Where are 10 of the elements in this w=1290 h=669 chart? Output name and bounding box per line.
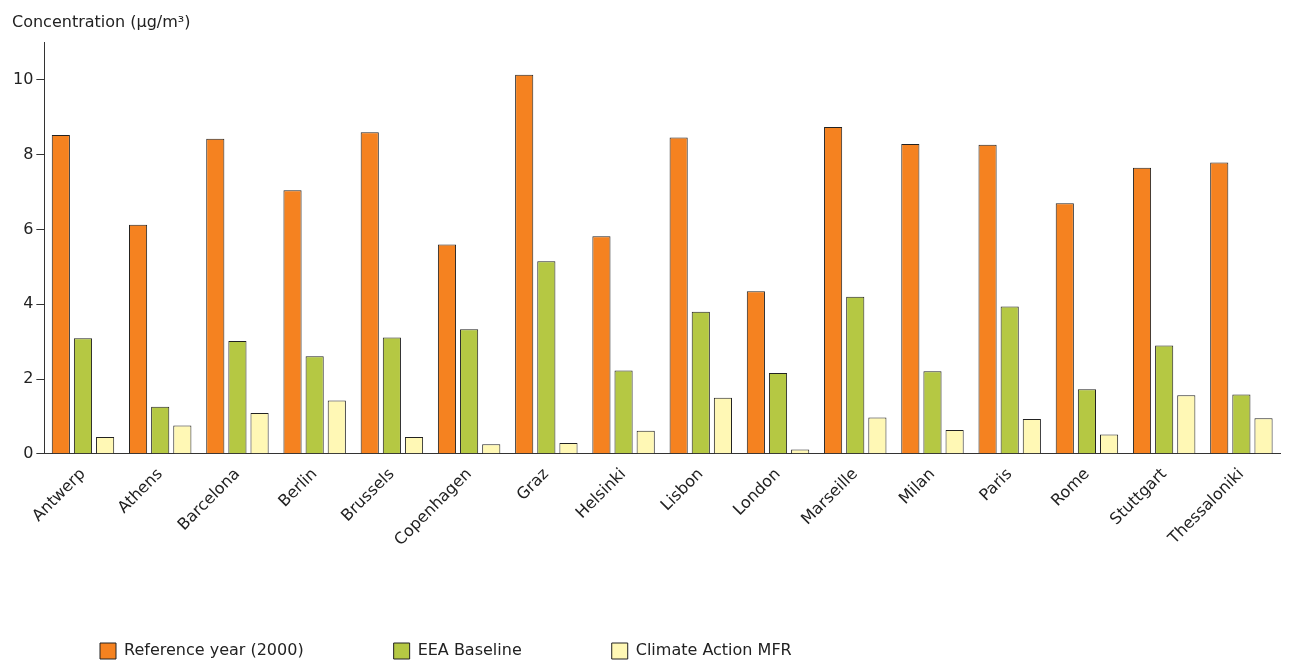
y-tick-label: 2 [23,368,34,388]
legend-label: EEA Baseline [417,640,522,660]
y-tick-label: 10 [13,69,34,89]
legend-label: Reference year (2000) [124,640,304,660]
legend-label: Climate Action MFR [635,640,792,660]
y-tick-label: 6 [23,218,34,238]
y-tick-label: 8 [23,143,34,163]
y-axis-title: Concentration (µg/m³) [12,12,191,31]
y-tick-label: 4 [23,293,34,313]
y-tick-label: 0 [23,443,34,463]
